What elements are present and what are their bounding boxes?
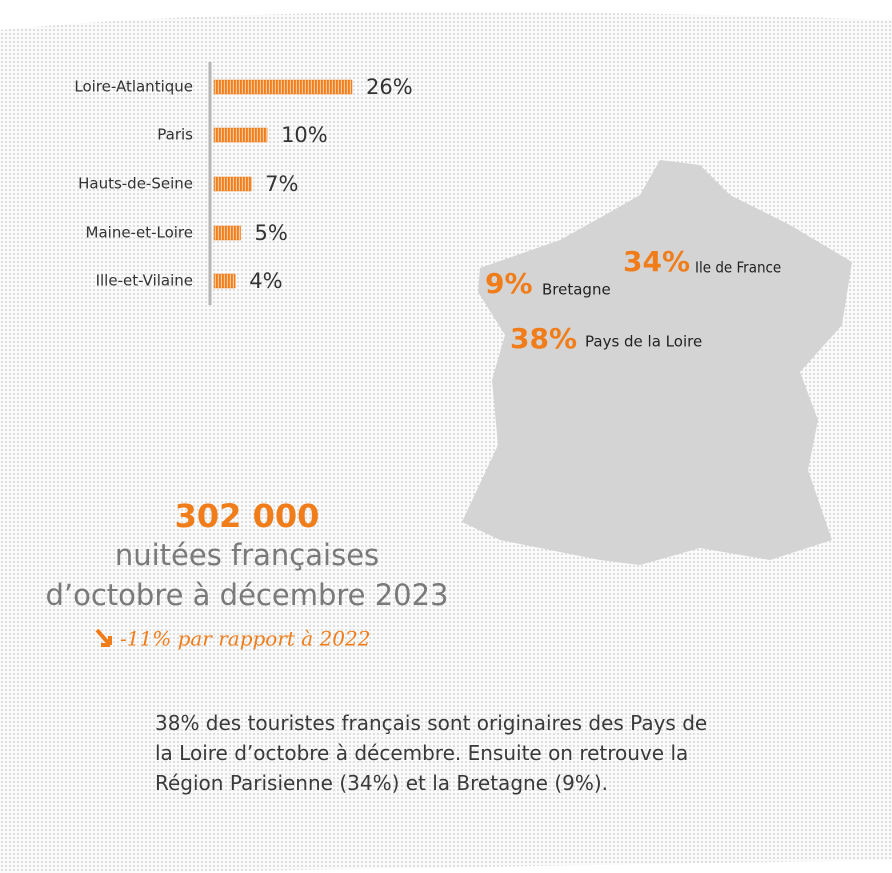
stat-change: -11% par rapport à 2022 <box>120 627 370 651</box>
stat-line: d’octobre à décembre 2023 <box>45 578 448 612</box>
down-arrow <box>95 628 112 647</box>
map-share: 34% <box>623 245 690 278</box>
map-region: Pays de la Loire <box>585 333 702 351</box>
map-region: Ile de France <box>695 259 781 277</box>
bar <box>213 273 236 289</box>
value-label: 7% <box>265 172 298 196</box>
category-label: Loire-Atlantique <box>74 78 193 96</box>
map-region: Bretagne <box>542 281 611 299</box>
paragraph-line: Région Parisienne (34%) et la Bretagne (… <box>155 771 609 795</box>
stat-total: 302 000 <box>175 497 320 535</box>
category-label: Maine-et-Loire <box>86 224 193 242</box>
bar <box>213 127 268 143</box>
stat-line: nuitées françaises <box>115 538 379 572</box>
category-label: Paris <box>157 126 193 144</box>
value-label: 26% <box>366 75 413 99</box>
category-label: Hauts-de-Seine <box>78 175 193 193</box>
bar <box>213 176 252 192</box>
paragraph: 38% des touristes français sont originai… <box>155 708 875 798</box>
france-map <box>462 160 852 565</box>
bar <box>213 225 241 241</box>
map-share: 9% <box>485 267 533 300</box>
value-label: 5% <box>255 221 288 245</box>
map-share: 38% <box>510 322 577 355</box>
value-label: 4% <box>249 269 282 293</box>
value-label: 10% <box>281 123 328 147</box>
category-label: Ille-et-Vilaine <box>96 272 193 290</box>
paragraph-line: la Loire d’octobre à décembre. Ensuite o… <box>155 741 689 765</box>
paragraph-line: 38% des touristes français sont originai… <box>155 711 708 735</box>
bar <box>213 79 353 95</box>
